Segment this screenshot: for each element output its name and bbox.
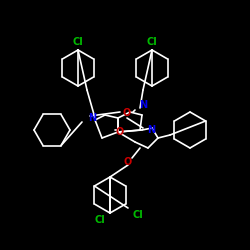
Text: N: N: [147, 125, 155, 135]
Text: Cl: Cl: [132, 210, 143, 220]
Text: O: O: [116, 127, 124, 137]
Text: Cl: Cl: [94, 215, 106, 225]
Text: N: N: [88, 113, 96, 123]
Text: Cl: Cl: [146, 37, 158, 47]
Text: O: O: [124, 157, 132, 167]
Text: Cl: Cl: [72, 37, 84, 47]
Text: O: O: [123, 108, 131, 118]
Text: N: N: [139, 100, 147, 110]
